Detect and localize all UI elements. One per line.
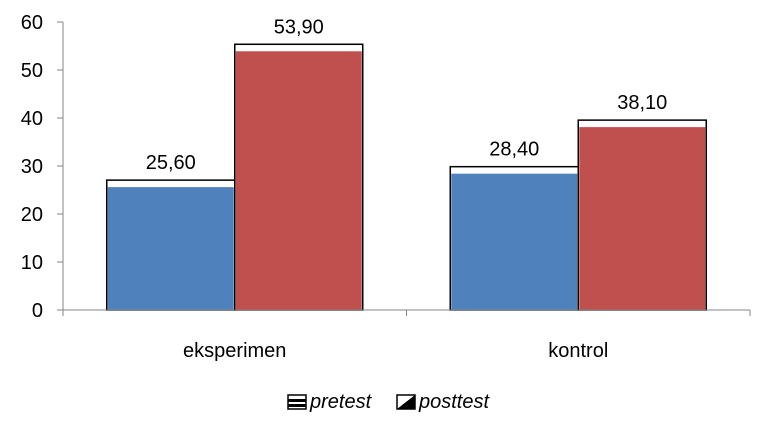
- y-tick-label: 60: [21, 12, 43, 34]
- legend-swatch-posttest: [396, 394, 416, 410]
- bar-posttest-kontrol: [579, 127, 706, 311]
- y-tick-label: 40: [21, 108, 43, 130]
- legend-swatch-pretest: [287, 394, 307, 410]
- data-label: 53,90: [274, 16, 324, 38]
- legend-swatch-band: [288, 399, 306, 402]
- legend-swatch-band: [288, 404, 306, 407]
- legend: pretest posttest: [287, 391, 490, 413]
- data-label: 28,40: [489, 139, 539, 161]
- data-label: 25,60: [146, 152, 196, 174]
- bar-pretest-kontrol: [451, 173, 578, 310]
- data-label: 38,10: [617, 92, 667, 114]
- x-axis: eksperimen kontrol: [62, 309, 751, 362]
- legend-swatch-diag: [397, 395, 415, 409]
- bar-posttest-eksperimen: [235, 51, 362, 310]
- y-tick-label: 10: [21, 252, 43, 274]
- category-label: eksperimen: [183, 340, 286, 362]
- y-tick-label: 0: [32, 300, 43, 322]
- y-axis: 0 10 20 30 40 50 60: [21, 12, 64, 322]
- y-tick-label: 50: [21, 60, 43, 82]
- y-tick-label: 30: [21, 156, 43, 178]
- y-tick-label: 20: [21, 204, 43, 226]
- category-label: kontrol: [548, 340, 608, 362]
- bars: [106, 43, 707, 311]
- data-labels: 25,60 53,90 28,40 38,10: [146, 16, 668, 174]
- legend-label-pretest: pretest: [309, 391, 373, 413]
- legend-label-posttest: posttest: [418, 391, 490, 413]
- bar-pretest-eksperimen: [107, 187, 234, 310]
